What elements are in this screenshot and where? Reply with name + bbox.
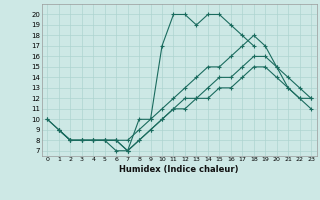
X-axis label: Humidex (Indice chaleur): Humidex (Indice chaleur) — [119, 165, 239, 174]
